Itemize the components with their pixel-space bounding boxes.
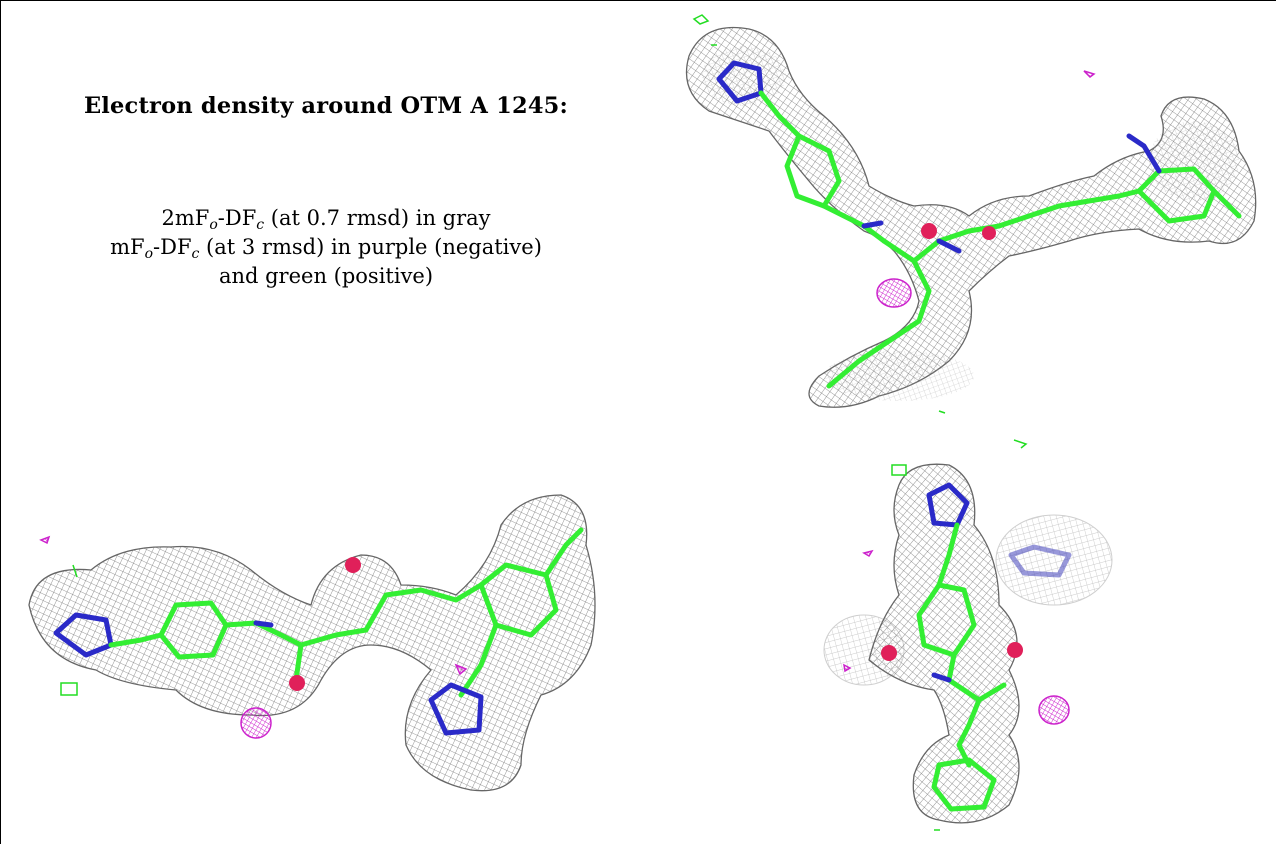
negative-density — [843, 549, 1070, 725]
molecule-sticks — [53, 527, 584, 736]
positive-density — [891, 439, 1028, 831]
density-mesh — [685, 26, 1257, 408]
positive-density — [60, 564, 78, 696]
figure-title: Electron density around OTM A 1245: — [83, 93, 569, 119]
density-view-top-right — [649, 0, 1276, 436]
negative-density — [39, 535, 468, 739]
legend-line-difference: mFo-DFc (at 3 rmsd) in purple (negative) — [110, 235, 542, 262]
caption-cell: Electron density around OTM A 1245: 2mFo… — [0, 0, 650, 436]
molecule-sticks — [916, 482, 1072, 812]
molecule-render-bottom-right — [823, 439, 1113, 831]
density-mesh — [868, 463, 1020, 824]
positive-density — [692, 14, 946, 414]
legend-text: 2mFo-DFc (at 0.7 rmsd) in gray mFo-DFc (… — [1, 204, 649, 291]
density-view-bottom-right — [649, 435, 1276, 844]
molecule-render-top-right — [685, 14, 1257, 414]
heteroatoms — [921, 223, 996, 240]
legend-line-positive: and green (positive) — [218, 264, 434, 288]
legend-line-gray: 2mFo-DFc (at 0.7 rmsd) in gray — [161, 206, 491, 233]
molecule-render-bottom-left — [28, 494, 596, 792]
heteroatoms — [881, 642, 1023, 661]
heteroatoms — [289, 557, 361, 691]
density-view-bottom-left — [0, 435, 650, 844]
negative-density — [876, 70, 1096, 308]
